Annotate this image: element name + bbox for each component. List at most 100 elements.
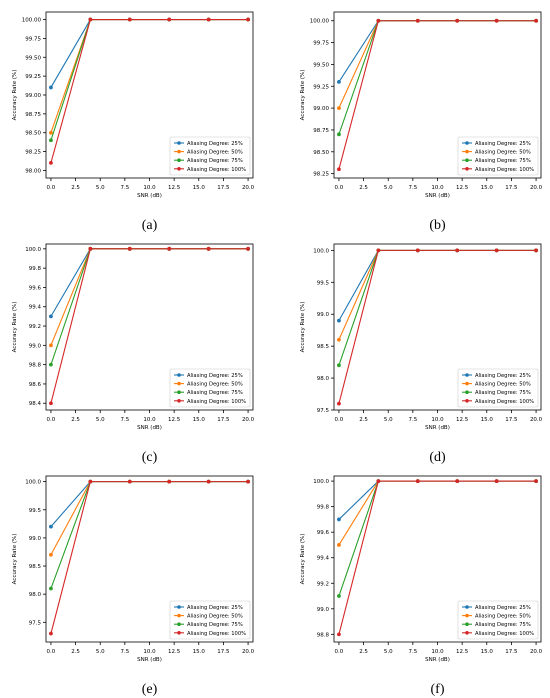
y-tick-label: 99.6 — [317, 530, 330, 536]
data-point — [49, 631, 53, 636]
x-tick-label: 15.0 — [481, 649, 494, 655]
data-point — [49, 586, 53, 591]
line-chart: 0.0 2.5 5.0 7.5 10.0 12.5 15.0 17.5 20.0 97.5 98.0… — [12, 475, 255, 663]
y-tick-label: 100.00 — [22, 18, 42, 24]
y-tick-label: 99.00 — [313, 106, 329, 112]
y-tick-label: 99.0 — [317, 312, 330, 318]
legend-box — [457, 600, 539, 640]
x-tick-label: 17.5 — [217, 185, 230, 191]
data-point — [376, 18, 381, 23]
legend-label: Aliasing Degree: 100% — [475, 167, 534, 173]
data-point — [167, 17, 172, 22]
data-point — [455, 248, 460, 253]
y-tick-label: 99.75 — [313, 41, 329, 47]
y-tick-label: 99.50 — [25, 55, 41, 61]
caption-b: (b) — [429, 218, 446, 233]
caption-f: (f) — [430, 682, 445, 697]
series-line — [338, 20, 537, 170]
legend-marker — [465, 631, 469, 635]
data-point — [494, 248, 499, 253]
y-tick-label: 98.25 — [25, 150, 41, 156]
data-point — [337, 401, 341, 406]
data-point — [206, 479, 211, 484]
data-point — [49, 138, 53, 143]
chart-panel-f: 0.0 2.5 5.0 7.5 10.0 12.5 15.0 17.5 20.0 98.8 99.0… — [296, 470, 546, 675]
y-tick-label: 99.0 — [29, 536, 42, 542]
legend-marker — [465, 613, 469, 618]
legend-marker — [465, 149, 469, 154]
series-line — [338, 249, 537, 321]
series-line — [338, 249, 537, 340]
y-axis-label: Accuracy Rate (%) — [12, 70, 18, 121]
legend-marker — [465, 390, 469, 394]
y-tick-label: 100.0 — [313, 248, 329, 254]
series-line — [338, 20, 537, 135]
data-point — [206, 17, 211, 22]
y-tick-label: 97.5 — [317, 408, 330, 414]
legend-marker — [177, 390, 181, 394]
data-point — [415, 18, 420, 23]
data-point — [127, 479, 132, 484]
data-point — [494, 18, 499, 23]
y-tick-label: 99.5 — [29, 508, 42, 514]
x-tick-label: 10.0 — [431, 417, 444, 423]
x-tick-label: 10.0 — [143, 649, 156, 655]
series-line — [50, 481, 249, 589]
series-line — [338, 480, 537, 597]
y-tick-label: 99.8 — [317, 505, 330, 511]
x-tick-label: 20.0 — [242, 185, 255, 191]
x-tick-label: 5.0 — [384, 649, 393, 655]
data-point — [376, 248, 381, 253]
x-tick-label: 10.0 — [143, 417, 156, 423]
legend-box — [169, 368, 251, 408]
y-tick-label: 98.25 — [313, 172, 329, 178]
y-tick-label: 98.6 — [29, 382, 42, 388]
line-chart: 0.0 2.5 5.0 7.5 10.0 12.5 15.0 17.5 20.0 97.5 98.0… — [300, 243, 543, 431]
x-tick-label: 7.5 — [120, 649, 129, 655]
data-point — [49, 85, 53, 90]
y-tick-label: 97.5 — [29, 620, 42, 626]
x-tick-label: 12.5 — [456, 649, 469, 655]
x-tick-label: 2.5 — [359, 649, 368, 655]
series-line — [338, 249, 537, 404]
legend-marker — [465, 167, 469, 171]
x-tick-label: 10.0 — [431, 185, 444, 191]
legend-marker — [177, 605, 181, 609]
data-point — [534, 18, 538, 23]
data-point — [49, 524, 53, 529]
data-point — [49, 161, 53, 165]
x-tick-label: 2.5 — [359, 417, 368, 423]
x-tick-label: 17.5 — [217, 417, 230, 423]
legend-marker — [177, 613, 181, 618]
y-tick-label: 98.50 — [25, 131, 41, 137]
data-point — [49, 401, 53, 406]
y-tick-label: 99.25 — [25, 74, 41, 80]
x-tick-label: 15.0 — [193, 417, 206, 423]
legend-marker — [465, 158, 469, 162]
y-tick-label: 98.5 — [317, 344, 330, 350]
chart-panel-d: 0.0 2.5 5.0 7.5 10.0 12.5 15.0 17.5 20.0 97.5 98.0… — [296, 238, 546, 443]
series-line — [50, 481, 249, 634]
data-point — [246, 479, 250, 484]
legend-label: Aliasing Degree: 75% — [475, 390, 531, 396]
x-tick-label: 17.5 — [505, 185, 518, 191]
legend-marker — [465, 373, 469, 377]
data-point — [337, 106, 341, 111]
y-tick-label: 98.75 — [313, 128, 329, 134]
legend-box — [457, 136, 539, 176]
series-line — [50, 248, 249, 404]
series-line — [50, 248, 249, 346]
data-point — [376, 479, 381, 484]
y-axis-label: Accuracy Rate (%) — [12, 534, 18, 585]
series-line — [338, 480, 537, 520]
y-tick-label: 98.8 — [317, 632, 330, 638]
x-tick-label: 2.5 — [71, 417, 80, 423]
legend-marker — [177, 149, 181, 154]
x-tick-label: 10.0 — [431, 649, 444, 655]
y-tick-label: 99.00 — [25, 93, 41, 99]
y-tick-label: 100.0 — [313, 479, 329, 485]
x-tick-label: 12.5 — [168, 185, 181, 191]
data-point — [49, 552, 53, 557]
y-tick-label: 99.8 — [29, 266, 42, 272]
legend-marker — [465, 399, 469, 403]
